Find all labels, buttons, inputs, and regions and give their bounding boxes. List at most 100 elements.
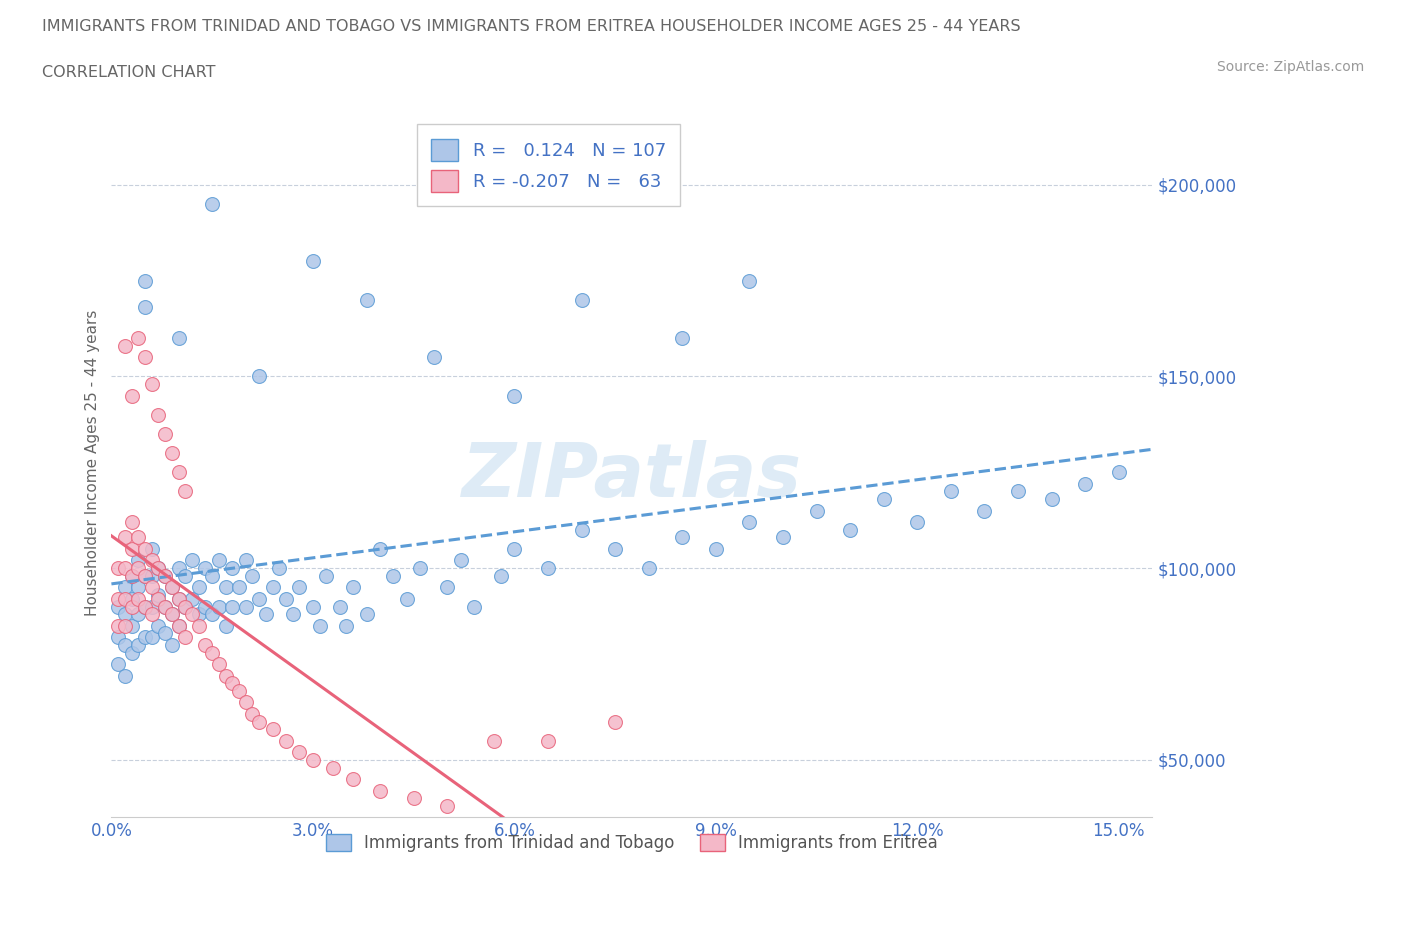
Point: [167, 331, 190, 346]
Point: [463, 599, 485, 614]
Point: [262, 722, 284, 737]
Point: [153, 568, 176, 583]
Point: [235, 695, 257, 710]
Point: [121, 568, 143, 583]
Point: [127, 580, 149, 595]
Point: [671, 331, 693, 346]
Point: [423, 350, 446, 365]
Point: [134, 350, 156, 365]
Point: [134, 541, 156, 556]
Point: [537, 561, 560, 576]
Point: [201, 196, 224, 211]
Point: [127, 561, 149, 576]
Point: [160, 580, 183, 595]
Point: [127, 530, 149, 545]
Point: [174, 568, 197, 583]
Point: [228, 684, 250, 698]
Point: [114, 668, 136, 683]
Point: [873, 492, 896, 507]
Point: [148, 561, 170, 576]
Point: [436, 580, 458, 595]
Point: [839, 523, 862, 538]
Point: [167, 591, 190, 606]
Point: [368, 541, 391, 556]
Point: [382, 568, 405, 583]
Point: [121, 591, 143, 606]
Point: [167, 591, 190, 606]
Point: [181, 591, 204, 606]
Point: [148, 591, 170, 606]
Point: [134, 599, 156, 614]
Point: [181, 553, 204, 568]
Point: [107, 657, 129, 671]
Point: [302, 254, 325, 269]
Point: [281, 606, 304, 621]
Point: [134, 599, 156, 614]
Point: [254, 606, 277, 621]
Point: [127, 553, 149, 568]
Point: [235, 599, 257, 614]
Point: [187, 580, 209, 595]
Point: [127, 637, 149, 652]
Text: Source: ZipAtlas.com: Source: ZipAtlas.com: [1216, 60, 1364, 74]
Point: [335, 618, 357, 633]
Point: [402, 790, 425, 805]
Point: [214, 668, 236, 683]
Point: [148, 588, 170, 603]
Point: [201, 645, 224, 660]
Point: [269, 561, 291, 576]
Point: [342, 580, 364, 595]
Text: IMMIGRANTS FROM TRINIDAD AND TOBAGO VS IMMIGRANTS FROM ERITREA HOUSEHOLDER INCOM: IMMIGRANTS FROM TRINIDAD AND TOBAGO VS I…: [42, 19, 1021, 33]
Point: [114, 618, 136, 633]
Point: [571, 292, 593, 307]
Point: [302, 752, 325, 767]
Point: [738, 514, 761, 529]
Point: [194, 599, 217, 614]
Text: CORRELATION CHART: CORRELATION CHART: [42, 65, 215, 80]
Text: ZIPatlas: ZIPatlas: [463, 441, 801, 513]
Point: [302, 599, 325, 614]
Point: [772, 530, 794, 545]
Point: [235, 553, 257, 568]
Point: [436, 799, 458, 814]
Point: [503, 541, 526, 556]
Point: [114, 561, 136, 576]
Point: [141, 580, 163, 595]
Point: [242, 568, 264, 583]
Point: [671, 530, 693, 545]
Point: [356, 606, 378, 621]
Point: [134, 300, 156, 315]
Point: [537, 733, 560, 748]
Point: [187, 618, 209, 633]
Point: [973, 503, 995, 518]
Point: [221, 599, 243, 614]
Point: [503, 388, 526, 403]
Point: [288, 745, 311, 760]
Point: [114, 530, 136, 545]
Point: [274, 733, 297, 748]
Point: [153, 427, 176, 442]
Point: [114, 591, 136, 606]
Point: [181, 606, 204, 621]
Point: [208, 553, 231, 568]
Point: [484, 733, 506, 748]
Point: [201, 568, 224, 583]
Point: [208, 657, 231, 671]
Point: [121, 541, 143, 556]
Point: [247, 714, 270, 729]
Point: [127, 606, 149, 621]
Point: [121, 645, 143, 660]
Point: [160, 637, 183, 652]
Point: [127, 331, 149, 346]
Point: [247, 591, 270, 606]
Point: [107, 618, 129, 633]
Point: [141, 541, 163, 556]
Point: [450, 553, 472, 568]
Point: [329, 599, 352, 614]
Point: [167, 618, 190, 633]
Point: [194, 561, 217, 576]
Point: [228, 580, 250, 595]
Point: [107, 561, 129, 576]
Point: [114, 606, 136, 621]
Point: [939, 484, 962, 498]
